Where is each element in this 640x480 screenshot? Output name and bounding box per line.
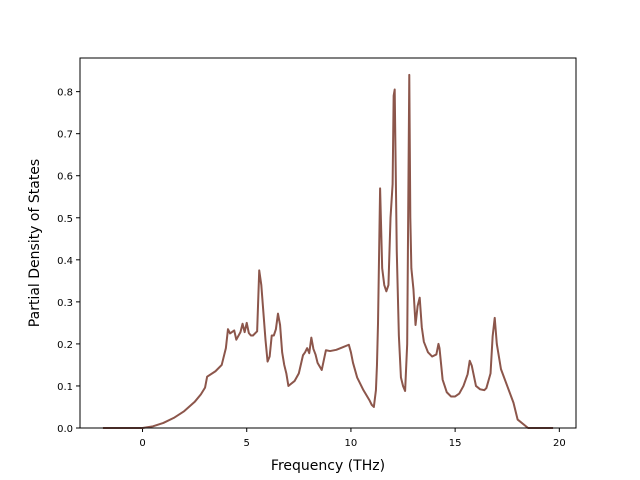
y-tick-label: 0.8 [57,88,73,99]
y-tick-label: 0.5 [57,214,73,225]
y-tick-label: 0.6 [57,172,73,183]
x-tick-label: 15 [449,438,462,449]
x-tick-label: 0 [139,438,145,449]
y-tick-label: 0.0 [57,424,73,435]
x-axis-label: Frequency (THz) [271,458,385,474]
x-tick-label: 20 [553,438,566,449]
x-tick-label: 10 [345,438,358,449]
y-tick-label: 0.3 [57,298,73,309]
x-tick-label: 5 [244,438,250,449]
x-axis: 0 5 10 15 20 [139,428,566,449]
plot-background [80,58,576,428]
pdos-series-line [102,73,554,429]
y-tick-label: 0.4 [57,256,73,267]
plot-frame [79,57,577,429]
y-tick-label: 0.7 [57,130,73,141]
y-tick-label: 0.1 [57,382,73,393]
y-axis: 0.0 0.1 0.2 0.3 0.4 0.5 0.6 0.7 0.8 [57,88,80,435]
y-axis-label: Partial Density of States [27,159,43,327]
y-tick-label: 0.2 [57,340,73,351]
